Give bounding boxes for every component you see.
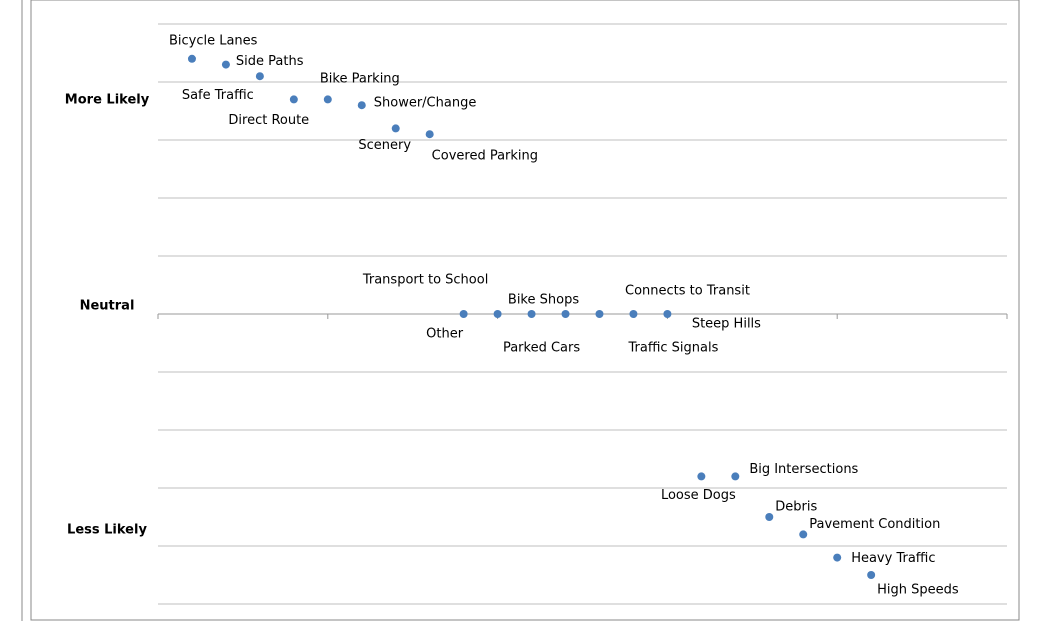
row-label: Less Likely [67, 523, 147, 538]
point [833, 553, 842, 562]
point-label: Traffic Signals [627, 341, 718, 356]
point-label: Shower/Change [374, 96, 477, 111]
point [221, 60, 230, 69]
point [799, 530, 808, 539]
point [425, 130, 434, 139]
point [391, 124, 400, 133]
point [323, 95, 332, 104]
point [663, 310, 672, 318]
point [731, 472, 740, 481]
point-label: Covered Parking [432, 149, 538, 164]
point-label: Debris [775, 500, 817, 515]
row-label: Neutral [80, 299, 135, 314]
point-label: Bicycle Lanes [169, 33, 258, 48]
point-label: Pavement Condition [809, 517, 940, 532]
point [765, 513, 774, 521]
point [459, 310, 468, 318]
point [527, 310, 536, 318]
point [561, 310, 570, 318]
point-label: Connects to Transit [625, 284, 750, 299]
point-label: Other [426, 327, 464, 342]
point-label: Loose Dogs [661, 488, 736, 503]
point-label: Direct Route [228, 113, 309, 128]
point [595, 310, 604, 318]
point-label: Big Intersections [749, 462, 858, 477]
point [697, 472, 706, 481]
point [289, 95, 298, 104]
point-label: Transport to School [362, 273, 488, 288]
point-label: Side Paths [236, 54, 304, 69]
point-label: High Speeds [877, 583, 959, 598]
chart-frame [30, 0, 1020, 621]
point-label: Safe Traffic [182, 88, 254, 103]
point-label: Parked Cars [503, 341, 580, 356]
point-label: Bike Parking [320, 72, 400, 87]
point [867, 571, 876, 579]
point-label: Heavy Traffic [851, 551, 935, 566]
point [629, 310, 638, 318]
point-label: Bike Shops [508, 293, 579, 308]
point [493, 310, 502, 318]
point-label: Scenery [358, 138, 411, 153]
point [255, 72, 264, 81]
point [357, 101, 366, 110]
row-label: More Likely [65, 93, 150, 108]
point-label: Steep Hills [692, 317, 761, 332]
point [187, 54, 196, 63]
